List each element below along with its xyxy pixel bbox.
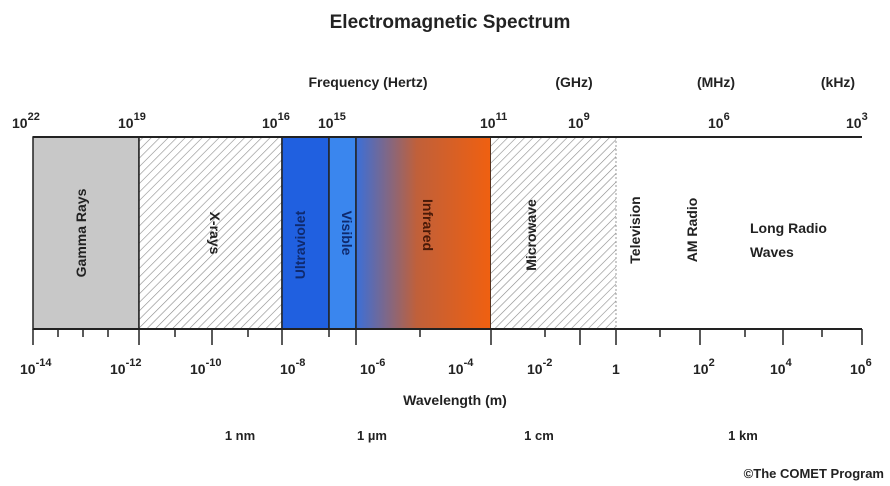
wavelength-tick: 1 — [612, 361, 620, 377]
wavelength-tick-marks — [32, 329, 863, 345]
wavelength-tick: 10-6 — [360, 357, 385, 377]
band-label-microwave: Microwave — [523, 199, 539, 271]
wavelength-tick: 10-10 — [190, 357, 221, 377]
credit-label: ©The COMET Program — [744, 466, 884, 481]
long-radio-waves-label-line2: Waves — [750, 244, 794, 260]
band-microwave — [491, 137, 616, 329]
frequency-tick: 1022 — [12, 111, 40, 131]
band-label-gamma-rays: Gamma Rays — [73, 188, 89, 277]
frequency-axis-label: Frequency (Hertz) — [308, 74, 427, 90]
band-infrared — [355, 136, 492, 330]
long-radio-waves-label-line1: Long Radio — [750, 220, 827, 236]
wavelength-tick: 10-14 — [20, 357, 52, 377]
band-label-infrared: Infrared — [420, 199, 436, 251]
frequency-tick: 1016 — [262, 111, 290, 131]
band-label-x-rays: X-rays — [207, 212, 223, 255]
spectrum-bands — [32, 136, 617, 330]
frequency-tick: 109 — [568, 111, 590, 131]
band-gamma-rays — [32, 136, 140, 330]
frequency-tick: 103 — [846, 111, 868, 131]
frequency-tick-labels: 1022 1019 1016 1015 1011 109 106 103 — [12, 111, 868, 131]
band-label-visible: Visible — [339, 211, 355, 256]
unit-ghz-label: (GHz) — [555, 74, 592, 90]
wavelength-axis-label: Wavelength (m) — [403, 392, 507, 408]
scale-label-nm: 1 nm — [225, 428, 255, 443]
wavelength-tick-labels: 10-14 10-12 10-10 10-8 10-6 10-4 10-2 1 … — [20, 357, 872, 377]
band-label-television: Television — [627, 196, 643, 263]
wavelength-tick: 10-12 — [110, 357, 141, 377]
wavelength-tick: 102 — [693, 357, 715, 377]
frequency-tick: 1019 — [118, 111, 146, 131]
scale-label-cm: 1 cm — [524, 428, 554, 443]
band-label-am-radio: AM Radio — [684, 198, 700, 263]
wavelength-tick: 106 — [850, 357, 872, 377]
diagram-title: Electromagnetic Spectrum — [330, 12, 571, 33]
unit-mhz-label: (MHz) — [697, 74, 735, 90]
wavelength-tick: 10-2 — [527, 357, 552, 377]
wavelength-tick: 10-8 — [280, 357, 305, 377]
scale-label-um: 1 µm — [357, 428, 387, 443]
wavelength-tick: 10-4 — [448, 357, 474, 377]
frequency-tick: 1015 — [318, 111, 346, 131]
wavelength-tick: 104 — [770, 357, 793, 377]
scale-label-km: 1 km — [728, 428, 758, 443]
frequency-tick: 106 — [708, 111, 730, 131]
band-label-ultraviolet: Ultraviolet — [292, 210, 308, 279]
frequency-tick: 1011 — [480, 111, 507, 131]
band-x-rays — [138, 136, 283, 330]
unit-khz-label: (kHz) — [821, 74, 855, 90]
